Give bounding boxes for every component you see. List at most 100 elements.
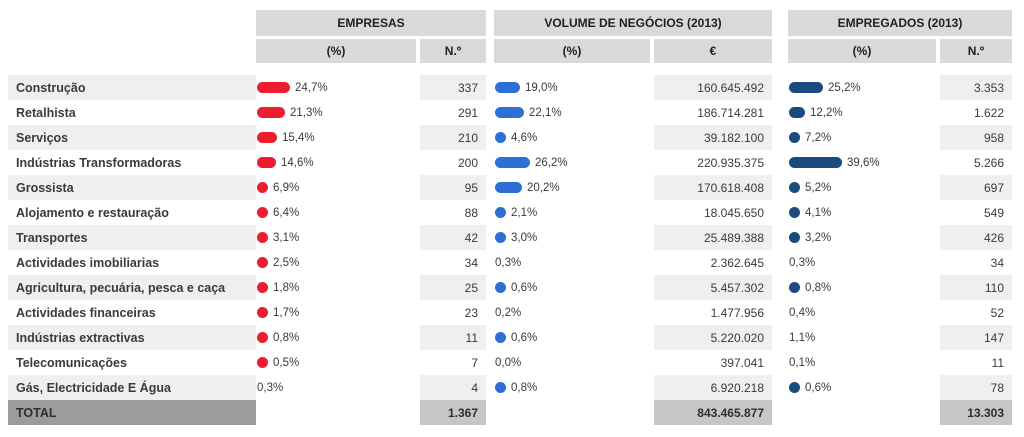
header-empregados: EMPREGADOS (2013) xyxy=(788,10,1012,36)
total-value-cell: 843.465.877 xyxy=(654,400,772,425)
empresas-pct-cell: 24,7% xyxy=(256,75,416,100)
volume-bar xyxy=(495,107,524,118)
row-label: Gás, Electricidade E Água xyxy=(8,375,256,400)
empregados-pct-cell: 12,2% xyxy=(788,100,936,125)
empregados-pct-value: 12,2% xyxy=(810,106,843,119)
empregados-count-cell: 11 xyxy=(991,355,1004,370)
empresas-bar xyxy=(257,282,268,293)
empregados-bar xyxy=(789,232,800,243)
empresas-count-cell: 23 xyxy=(464,305,478,320)
empresas-count-cell: 34 xyxy=(464,255,478,270)
empresas-count-cell: 200 xyxy=(457,155,478,170)
empregados-count-cell: 34 xyxy=(990,255,1004,270)
empresas-pct-value: 15,4% xyxy=(282,131,315,144)
empregados-count-cell: 78 xyxy=(940,375,1012,400)
table-row: Actividades financeiras 1,7% 23 0,2% 1.477.9… xyxy=(8,300,1024,325)
volume-bar xyxy=(495,382,506,393)
empresas-count-cell: 11 xyxy=(420,325,486,350)
empresas-pct-value: 0,5% xyxy=(273,356,300,369)
volume-count-cell: 5.457.302 xyxy=(654,275,772,300)
volume-pct-cell: 0,2% xyxy=(494,300,650,325)
empresas-bar xyxy=(257,182,268,193)
table-row: Agricultura, pecuária, pesca e caça 1,8% 2… xyxy=(8,275,1024,300)
volume-bar xyxy=(495,282,506,293)
volume-count-cell: 160.645.492 xyxy=(654,75,772,100)
empregados-pct-cell: 0,8% xyxy=(788,275,936,300)
volume-pct-value: 0,3% xyxy=(495,256,522,269)
volume-pct-cell: 0,8% xyxy=(494,375,650,400)
empregados-count-cell: 3.353 xyxy=(940,75,1012,100)
empresas-pct-value: 6,9% xyxy=(273,181,300,194)
empregados-bar xyxy=(789,82,823,93)
empresas-bar xyxy=(257,307,268,318)
volume-pct-cell: 0,3% xyxy=(494,250,650,275)
empregados-pct-cell: 1,1% xyxy=(788,325,936,350)
volume-count-cell: 5.220.020 xyxy=(654,325,772,350)
empresas-pct-cell: 14,6% xyxy=(256,150,416,175)
table-row: Retalhista 21,3% 291 22,1% 186.714.281 12,2% 1… xyxy=(8,100,1024,125)
empregados-pct-value: 25,2% xyxy=(828,81,861,94)
empresas-pct-value: 6,4% xyxy=(273,206,300,219)
volume-count-cell: 25.489.388 xyxy=(654,225,772,250)
empresas-pct-value: 14,6% xyxy=(281,156,314,169)
table-row: Alojamento e restauração 6,4% 88 2,1% 18.045… xyxy=(8,200,1024,225)
row-label: Transportes xyxy=(8,225,256,250)
row-label: Alojamento e restauração xyxy=(16,205,169,220)
empregados-count-cell: 110 xyxy=(940,275,1012,300)
empregados-pct-value: 0,8% xyxy=(805,281,832,294)
empresas-pct-value: 1,7% xyxy=(273,306,300,319)
empregados-pct-value: 0,4% xyxy=(789,306,816,319)
empresas-bar xyxy=(257,207,268,218)
row-label: Agricultura, pecuária, pesca e caça xyxy=(8,275,256,300)
subheader-volume-eur: € xyxy=(654,39,772,63)
empresas-pct-cell: 2,5% xyxy=(256,250,416,275)
volume-count-cell: 170.618.408 xyxy=(654,175,772,200)
volume-count-cell: 397.041 xyxy=(720,355,764,370)
empregados-bar xyxy=(789,107,805,118)
empresas-pct-cell: 6,4% xyxy=(256,200,416,225)
empresas-pct-cell: 0,8% xyxy=(256,325,416,350)
empresas-pct-value: 0,8% xyxy=(273,331,300,344)
table-body: Construção 24,7% 337 19,0% 160.645.492 25,2% 3… xyxy=(8,75,1024,425)
empregados-pct-cell: 5,2% xyxy=(788,175,936,200)
empregados-pct-cell: 4,1% xyxy=(788,200,936,225)
volume-count-cell: 1.477.956 xyxy=(710,305,764,320)
volume-pct-value: 19,0% xyxy=(525,81,558,94)
empregados-pct-cell: 7,2% xyxy=(788,125,936,150)
volume-bar xyxy=(495,182,522,193)
empresas-pct-value: 0,3% xyxy=(257,381,284,394)
empresas-bar xyxy=(257,107,285,118)
empresas-pct-value: 1,8% xyxy=(273,281,300,294)
table-row: Transportes 3,1% 42 3,0% 25.489.388 3,2% 426 xyxy=(8,225,1024,250)
empresas-bar xyxy=(257,357,268,368)
volume-pct-cell: 19,0% xyxy=(494,75,650,100)
empregados-pct-value: 4,1% xyxy=(805,206,832,219)
sector-table: EMPRESAS VOLUME DE NEGÓCIOS (2013) EMPRE… xyxy=(8,10,1024,425)
empresas-pct-value: 3,1% xyxy=(273,231,300,244)
empregados-count-cell: 52 xyxy=(990,305,1004,320)
empregados-bar xyxy=(789,207,800,218)
empregados-pct-value: 7,2% xyxy=(805,131,832,144)
empresas-bar xyxy=(257,132,277,143)
volume-pct-value: 0,6% xyxy=(511,331,538,344)
empresas-count-cell: 7 xyxy=(471,355,478,370)
volume-pct-value: 3,0% xyxy=(511,231,538,244)
table-row: Grossista 6,9% 95 20,2% 170.618.408 5,2% 697 xyxy=(8,175,1024,200)
volume-bar xyxy=(495,332,506,343)
volume-count-cell: 220.935.375 xyxy=(697,155,764,170)
volume-pct-cell: 0,6% xyxy=(494,325,650,350)
empregados-pct-value: 39,6% xyxy=(847,156,880,169)
subheader-volume-pct: (%) xyxy=(494,39,650,63)
table-row: Gás, Electricidade E Água 0,3% 4 0,8% 6.920.… xyxy=(8,375,1024,400)
empresas-bar xyxy=(257,332,268,343)
row-label: Actividades imobiliarias xyxy=(16,255,160,270)
volume-pct-cell: 4,6% xyxy=(494,125,650,150)
volume-pct-cell: 20,2% xyxy=(494,175,650,200)
empresas-count-cell: 337 xyxy=(420,75,486,100)
header-group-row: EMPRESAS VOLUME DE NEGÓCIOS (2013) EMPRE… xyxy=(8,10,1024,36)
volume-bar xyxy=(495,132,506,143)
subheader-empregados-pct: (%) xyxy=(788,39,936,63)
empresas-bar xyxy=(257,157,276,168)
volume-bar xyxy=(495,232,506,243)
header-sub-row: (%) N.º (%) € (%) N.º xyxy=(8,39,1024,63)
